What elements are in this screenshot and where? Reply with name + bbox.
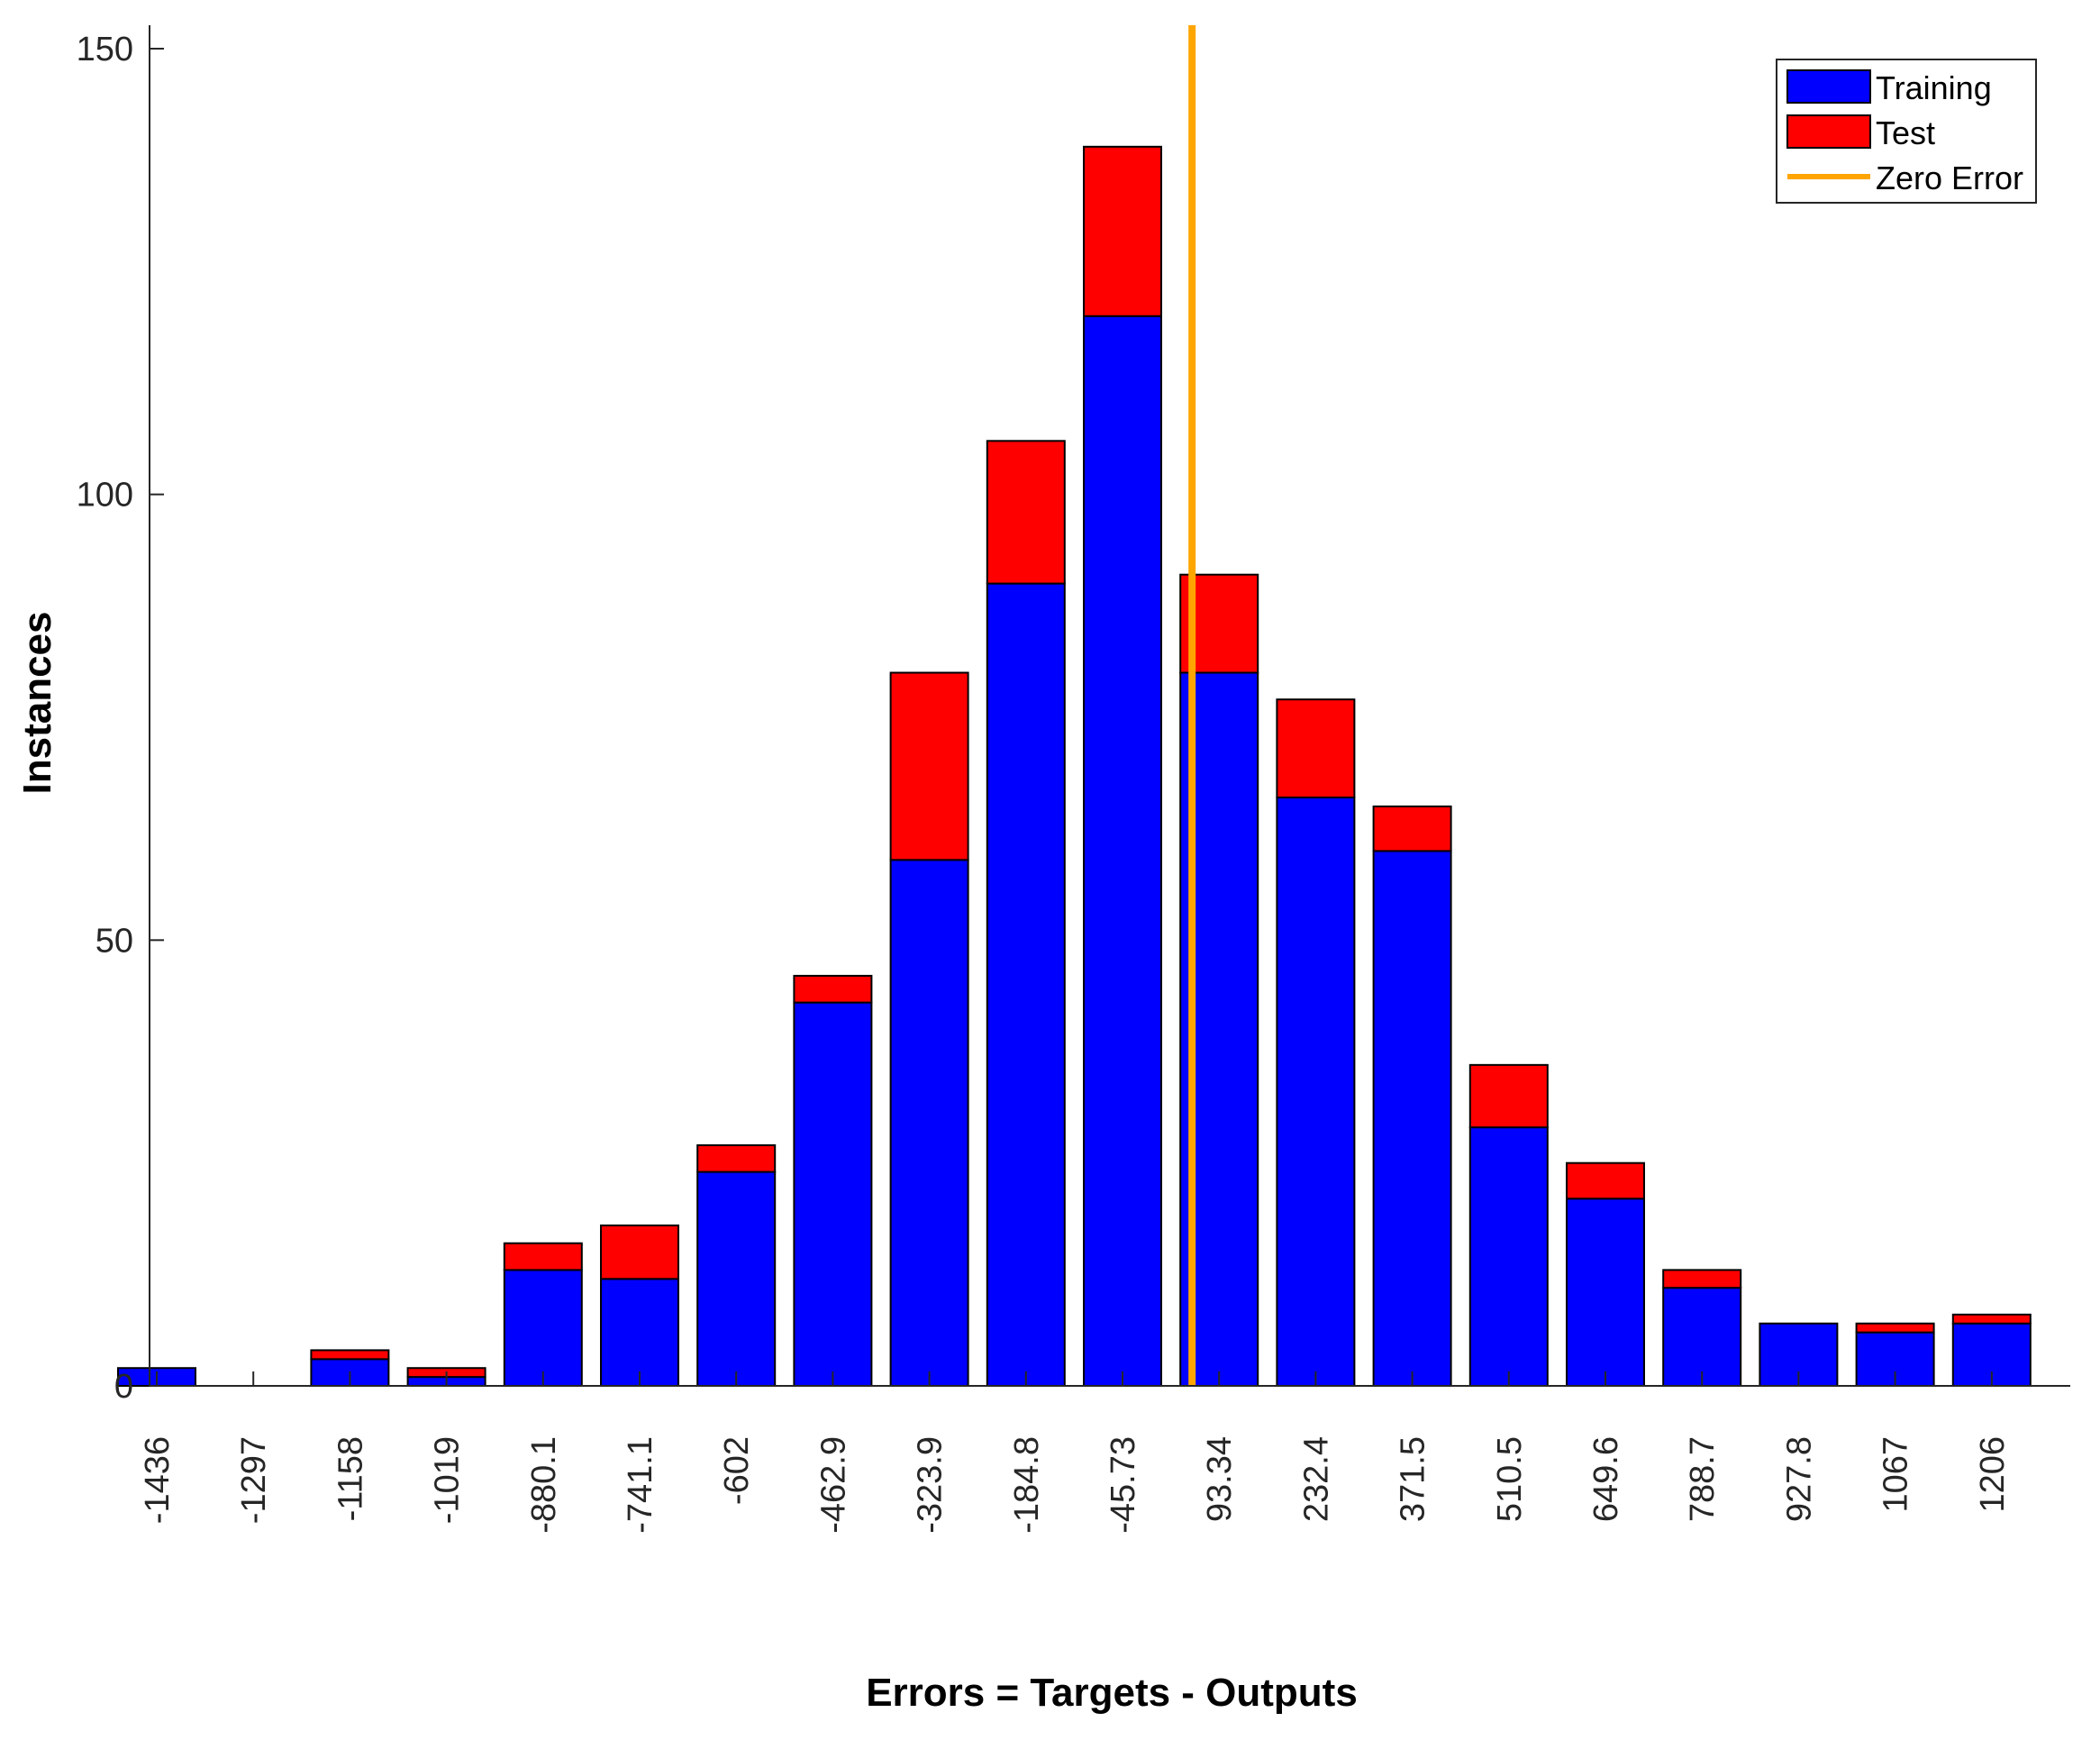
bar-training: [986, 582, 1066, 1387]
x-tick-label: 1206: [1974, 1436, 2012, 1513]
bar-test: [793, 974, 873, 1004]
x-tick-label: -880.1: [525, 1436, 563, 1534]
bar-training: [889, 859, 969, 1387]
bar-test: [696, 1143, 777, 1173]
x-tick-label: 788.7: [1684, 1436, 1722, 1522]
legend: Training Test Zero Error: [1776, 59, 2037, 204]
x-tick-label: -602: [718, 1436, 756, 1505]
y-tick-label: 100: [77, 477, 133, 515]
legend-label-training: Training: [1876, 69, 1992, 106]
bar-training: [1468, 1126, 1549, 1388]
bar-training: [1372, 850, 1452, 1387]
bar-test: [889, 671, 969, 861]
bar-test: [1951, 1313, 2032, 1325]
bar-training: [1083, 314, 1162, 1387]
x-tick-label: -1019: [429, 1436, 467, 1524]
bars-layer: [117, 145, 2032, 1388]
bar-test: [986, 440, 1066, 585]
bar-training: [1662, 1287, 1742, 1388]
legend-label-test: Test: [1876, 114, 1935, 151]
bar-training: [793, 1001, 873, 1387]
x-tick-label: -184.8: [1008, 1436, 1046, 1534]
y-ticks: 0 50 100 150: [77, 31, 164, 1406]
bar-test: [1372, 805, 1452, 852]
bar-test: [1276, 698, 1356, 799]
x-tick-label: -1436: [139, 1436, 177, 1524]
x-axis-title: Errors = Targets - Outputs: [866, 1671, 1358, 1715]
bar-test: [1566, 1162, 1645, 1200]
x-tick-label: 510.5: [1491, 1436, 1529, 1522]
x-tick-label: -45.73: [1105, 1436, 1142, 1534]
axes-layer: [149, 25, 2070, 1387]
bar-test: [1468, 1063, 1549, 1129]
legend-label-zero-error: Zero Error: [1876, 159, 2023, 196]
bar-training: [1276, 797, 1356, 1387]
x-tick-label: 927.8: [1780, 1436, 1818, 1522]
x-tick-label: 649.6: [1587, 1436, 1625, 1522]
legend-swatch-test: [1786, 114, 1871, 149]
bar-test: [503, 1242, 583, 1271]
bar-test: [1083, 145, 1162, 317]
bar-test: [600, 1224, 679, 1280]
x-tick-label: -741.1: [622, 1436, 659, 1534]
bar-training: [600, 1278, 679, 1388]
y-tick-label: 150: [77, 31, 133, 68]
y-axis-title: Instances: [15, 612, 59, 795]
x-tick-label: 1067: [1877, 1436, 1915, 1513]
x-tick-label: -1158: [332, 1436, 369, 1521]
bar-test: [1855, 1322, 1935, 1334]
x-tick-label: 232.4: [1297, 1436, 1335, 1522]
bar-training: [1566, 1198, 1645, 1387]
y-tick-label: 0: [114, 1368, 133, 1406]
x-ticks: -1436 -1297 -1158 -1019 -880.1 -741.1 -602 -462…: [139, 1371, 2012, 1534]
bar-training: [503, 1269, 583, 1388]
x-tick-label: -462.9: [814, 1436, 852, 1534]
x-tick-label: -1297: [235, 1436, 273, 1524]
y-tick-label: 50: [95, 922, 133, 960]
bar-test: [1662, 1269, 1742, 1289]
bar-training: [696, 1171, 777, 1388]
x-tick-label: 371.5: [1395, 1436, 1432, 1522]
bar-test: [310, 1349, 390, 1361]
legend-swatch-training: [1786, 69, 1871, 104]
x-tick-label: -323.9: [912, 1436, 950, 1534]
x-tick-label: 93.34: [1201, 1436, 1239, 1522]
